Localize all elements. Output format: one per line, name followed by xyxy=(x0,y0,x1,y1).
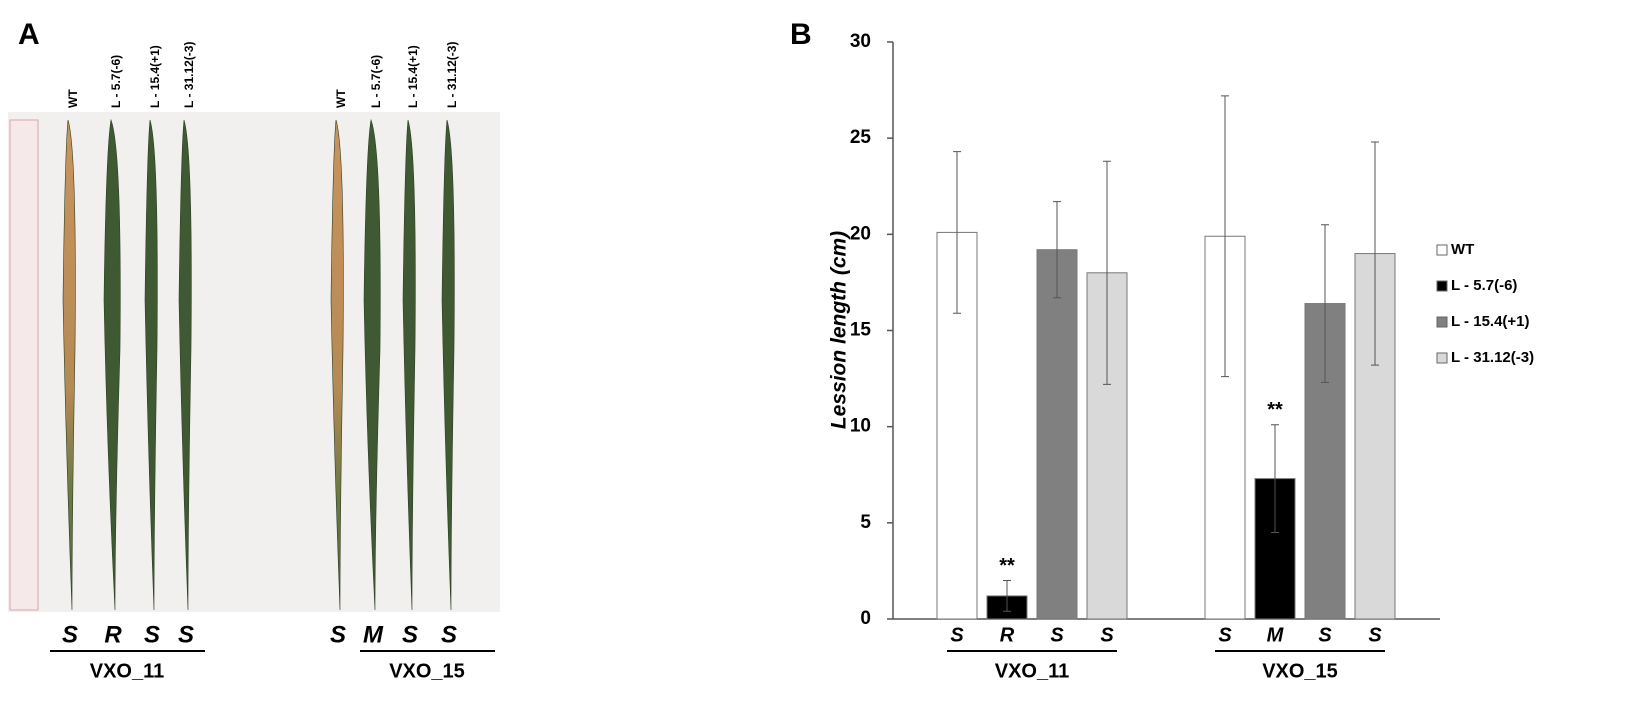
leaf xyxy=(330,119,344,611)
leaf-label: L - 5.7(-6) xyxy=(109,55,123,108)
y-tick-label: 15 xyxy=(850,320,872,341)
leaf xyxy=(144,119,158,611)
phenotype-label: R xyxy=(104,621,122,648)
photo-background xyxy=(8,112,500,612)
phenotype-label: M xyxy=(1267,624,1285,646)
leaf-label: L - 5.7(-6) xyxy=(369,55,383,108)
legend-swatch xyxy=(1436,352,1448,364)
y-tick-label: 20 xyxy=(850,223,871,244)
x-tick-label: VXO_15 xyxy=(1262,660,1338,682)
phenotype-label: S xyxy=(441,621,457,648)
y-axis-label: Lession length (cm) xyxy=(828,231,851,429)
phenotype-label: M xyxy=(363,621,384,648)
leaf xyxy=(402,119,416,611)
legend-swatch xyxy=(1436,244,1448,256)
leaf-label: L - 15.4(+1) xyxy=(406,45,420,108)
ruler xyxy=(9,119,39,611)
phenotype-label: S xyxy=(1100,624,1114,646)
y-tick-label: 0 xyxy=(860,608,871,629)
phenotype-label: S xyxy=(1318,624,1332,646)
group-label: VXO_11 xyxy=(90,660,165,682)
panel-label: A xyxy=(18,18,40,51)
leaf-label: L - 15.4(+1) xyxy=(148,45,162,108)
leaf xyxy=(103,118,121,611)
leaf-label: WT xyxy=(66,89,80,108)
y-tick-label: 10 xyxy=(850,416,871,437)
bar xyxy=(1036,249,1078,620)
x-tick-label: VXO_11 xyxy=(995,660,1070,682)
y-tick-label: 25 xyxy=(850,127,872,148)
phenotype-label: S xyxy=(1218,624,1232,646)
phenotype-label: S xyxy=(950,624,964,646)
phenotype-label: S xyxy=(330,621,346,648)
error-bar xyxy=(953,151,961,314)
leaf xyxy=(441,119,455,611)
phenotype-label: S xyxy=(1050,624,1064,646)
panel-label: B xyxy=(790,18,812,51)
error-bar xyxy=(1103,160,1111,385)
error-bar xyxy=(1003,580,1011,612)
error-bar xyxy=(1371,141,1379,366)
legend-label: L - 15.4(+1) xyxy=(1451,313,1530,330)
leaf-label: L - 31.12(-3) xyxy=(445,42,459,108)
phenotype-label: S xyxy=(178,621,194,648)
error-bar xyxy=(1221,95,1229,378)
error-bar xyxy=(1271,424,1279,533)
phenotype-label: S xyxy=(62,621,78,648)
legend-label: L - 31.12(-3) xyxy=(1451,349,1534,366)
legend-label: L - 5.7(-6) xyxy=(1451,277,1517,294)
phenotype-label: S xyxy=(144,621,160,648)
phenotype-label: R xyxy=(1000,624,1015,646)
leaf xyxy=(178,119,192,611)
error-bar xyxy=(1053,201,1061,299)
significance-label: ** xyxy=(1267,399,1283,421)
legend-swatch xyxy=(1436,316,1448,328)
leaf xyxy=(363,118,381,611)
phenotype-label: S xyxy=(402,621,418,648)
group-label: VXO_15 xyxy=(389,660,465,682)
leaf xyxy=(62,119,76,611)
leaf-label: L - 31.12(-3) xyxy=(182,42,196,108)
error-bar xyxy=(1321,224,1329,383)
y-tick-label: 30 xyxy=(850,31,871,52)
y-tick-label: 5 xyxy=(860,512,871,533)
leaf-label: WT xyxy=(334,89,348,108)
phenotype-label: S xyxy=(1368,624,1382,646)
legend-swatch xyxy=(1436,280,1448,292)
legend-label: WT xyxy=(1451,241,1474,258)
significance-label: ** xyxy=(999,555,1015,577)
